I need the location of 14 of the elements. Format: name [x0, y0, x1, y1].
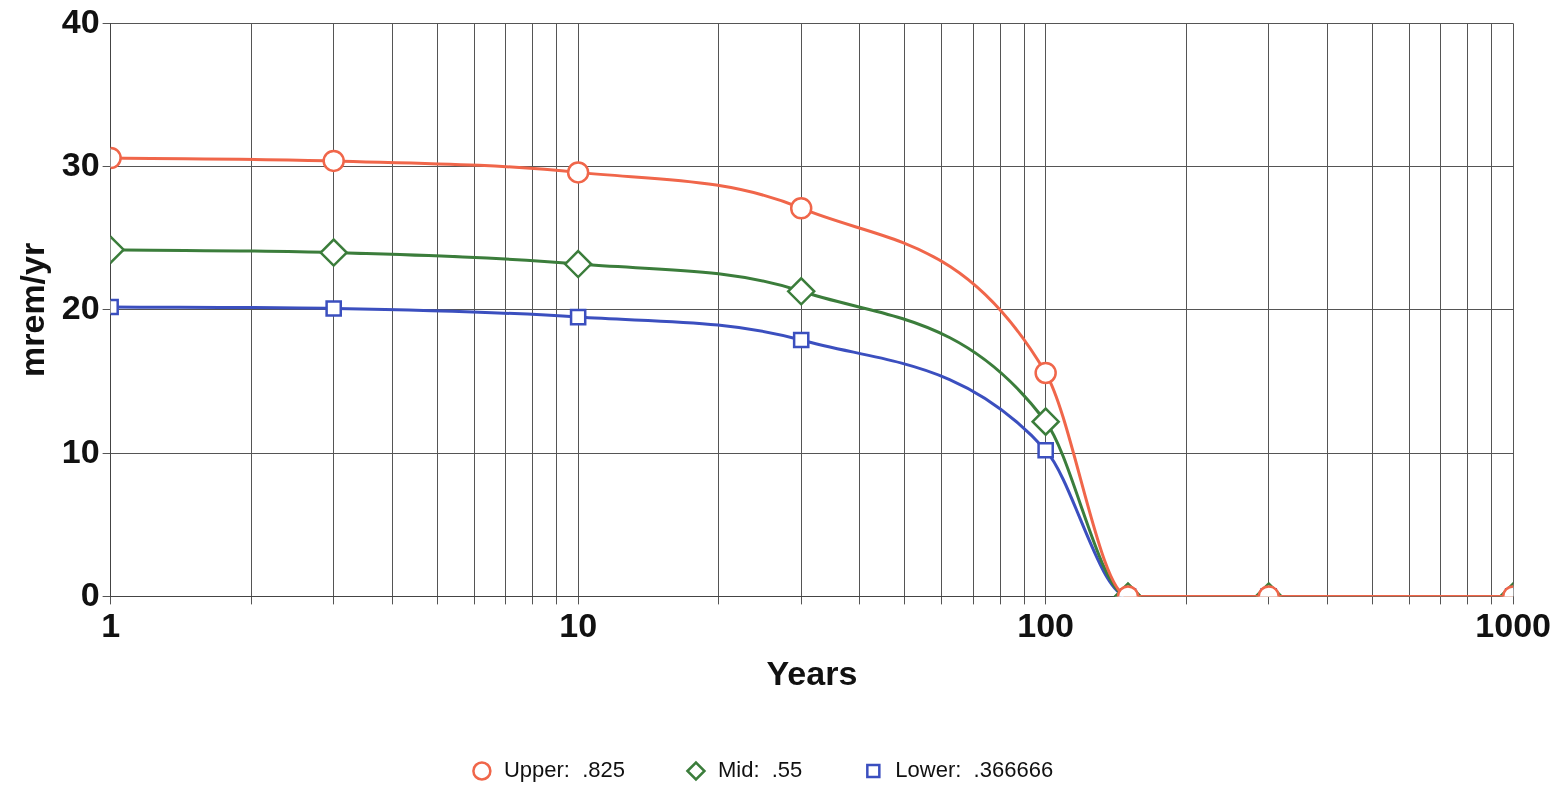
x-tick-label: 1000 [1475, 606, 1551, 645]
y-tick-label: 0 [80, 574, 100, 613]
y-axis-title: mrem/yr [12, 242, 51, 377]
legend-label: Lower: .366666 [895, 757, 1054, 783]
x-tick-label: 100 [1017, 606, 1075, 645]
y-tick-label: 40 [61, 1, 100, 40]
legend-label: Mid: .55 [717, 757, 803, 783]
y-tick-label: 20 [61, 288, 100, 327]
legend-label: Upper: .825 [503, 757, 625, 783]
x-tick-label: 1 [101, 606, 121, 645]
y-tick-label: 10 [61, 431, 100, 470]
x-tick-label: 10 [559, 606, 598, 645]
y-tick-label: 30 [61, 145, 100, 184]
x-axis-title: Years [766, 653, 858, 692]
